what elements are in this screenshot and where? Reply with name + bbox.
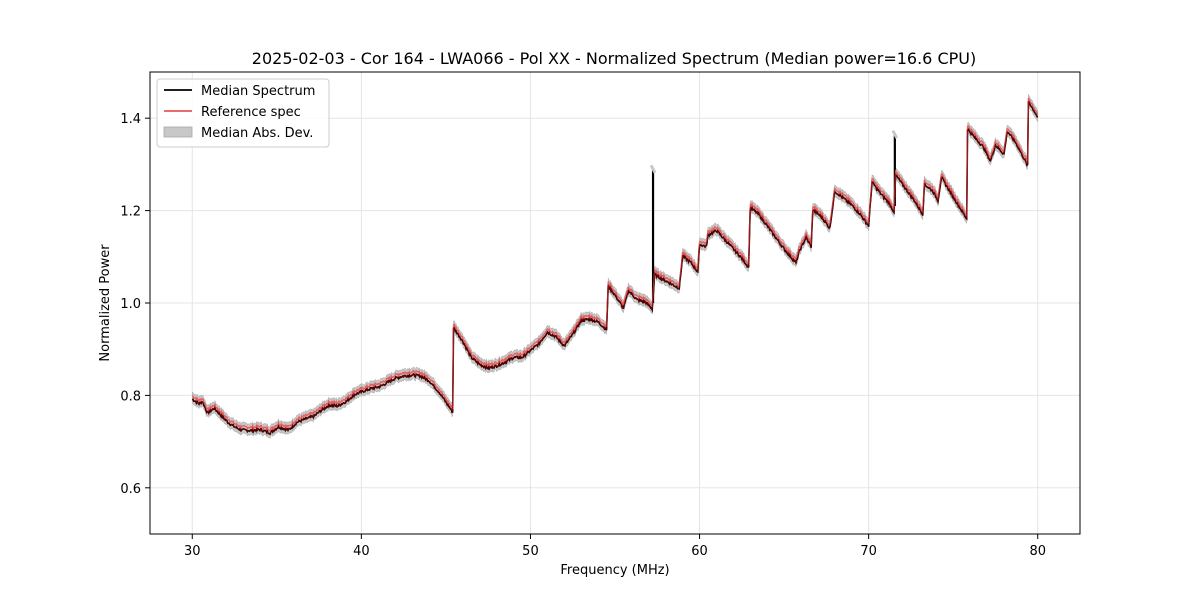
chart-title: 2025-02-03 - Cor 164 - LWA066 - Pol XX -… <box>252 49 976 68</box>
y-tick-label: 1.2 <box>120 205 141 220</box>
y-axis: 0.6 0.8 1.0 1.2 1.4 <box>120 112 150 497</box>
legend-median-label: Median Spectrum <box>201 84 315 99</box>
x-tick-label: 50 <box>522 544 539 559</box>
legend-mad-label: Median Abs. Dev. <box>201 126 313 141</box>
x-tick-label: 40 <box>353 544 370 559</box>
x-tick-label: 70 <box>860 544 877 559</box>
mad-band-layer <box>191 94 1039 439</box>
y-tick-label: 0.6 <box>120 482 141 497</box>
mad-band <box>191 94 1039 439</box>
x-axis: 30 40 50 60 70 80 <box>184 534 1046 559</box>
y-tick-label: 1.0 <box>120 297 141 312</box>
reference-spec-line <box>192 97 1039 432</box>
x-tick-label: 80 <box>1029 544 1046 559</box>
legend-box <box>156 78 330 148</box>
plot-area <box>149 71 1081 535</box>
x-tick-label: 30 <box>184 544 201 559</box>
y-tick-label: 0.8 <box>120 389 141 404</box>
reference-spec-layer <box>192 97 1039 436</box>
median-spike-dev <box>649 164 657 174</box>
median-spike-dev <box>891 129 899 139</box>
x-tick-label: 60 <box>691 544 708 559</box>
grid-lines <box>150 72 1080 534</box>
overlap-line <box>192 100 1039 436</box>
legend-reference-label: Reference spec <box>201 105 301 120</box>
legend-mad-swatch <box>163 126 193 138</box>
y-tick-label: 1.4 <box>120 112 141 127</box>
legend: Median Spectrum Reference spec Median Ab… <box>156 78 330 148</box>
y-axis-label: Normalized Power <box>98 244 113 362</box>
x-axis-label: Frequency (MHz) <box>560 563 669 578</box>
